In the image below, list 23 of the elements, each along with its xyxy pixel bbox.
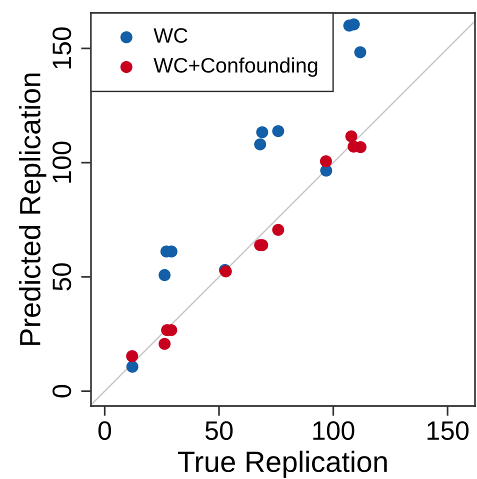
y-axis-title: Predicted Replication — [19, 74, 46, 345]
legend-label: WC — [154, 28, 188, 43]
y-tick-label: 100 — [52, 142, 72, 183]
y-tick-label: 50 — [52, 263, 72, 291]
point — [254, 138, 266, 150]
legend-label: WC+Confounding — [154, 57, 318, 77]
y-tick-label: 150 — [52, 27, 72, 68]
point — [272, 125, 284, 138]
point — [256, 126, 268, 138]
x-axis-title: True Replication — [178, 450, 387, 478]
point — [272, 224, 284, 236]
x-tick-label: 50 — [205, 421, 233, 440]
x-tick-label: 150 — [428, 421, 469, 440]
y-tick-label: 0 — [52, 384, 72, 398]
point — [126, 350, 138, 362]
point — [126, 360, 138, 373]
x-tick-label: 100 — [313, 421, 354, 440]
point — [320, 155, 332, 168]
point — [158, 338, 171, 350]
point — [354, 46, 366, 58]
point — [345, 130, 358, 142]
point — [158, 269, 171, 282]
x-tick-label: 0 — [98, 421, 112, 440]
